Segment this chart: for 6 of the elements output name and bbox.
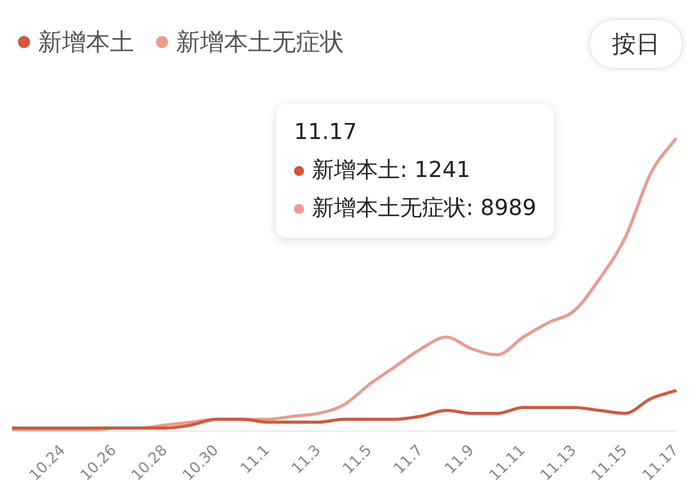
annotation: 11.17 xyxy=(294,119,358,147)
annotation: 新增本土无症状: 8989 xyxy=(312,195,536,223)
legend-label: 新增本土无症状 xyxy=(176,27,344,58)
annotation: 新增本土: 1241 xyxy=(312,157,470,185)
day-toggle-button: 按日 xyxy=(590,20,682,68)
legend-label: 新增本土 xyxy=(38,27,134,58)
